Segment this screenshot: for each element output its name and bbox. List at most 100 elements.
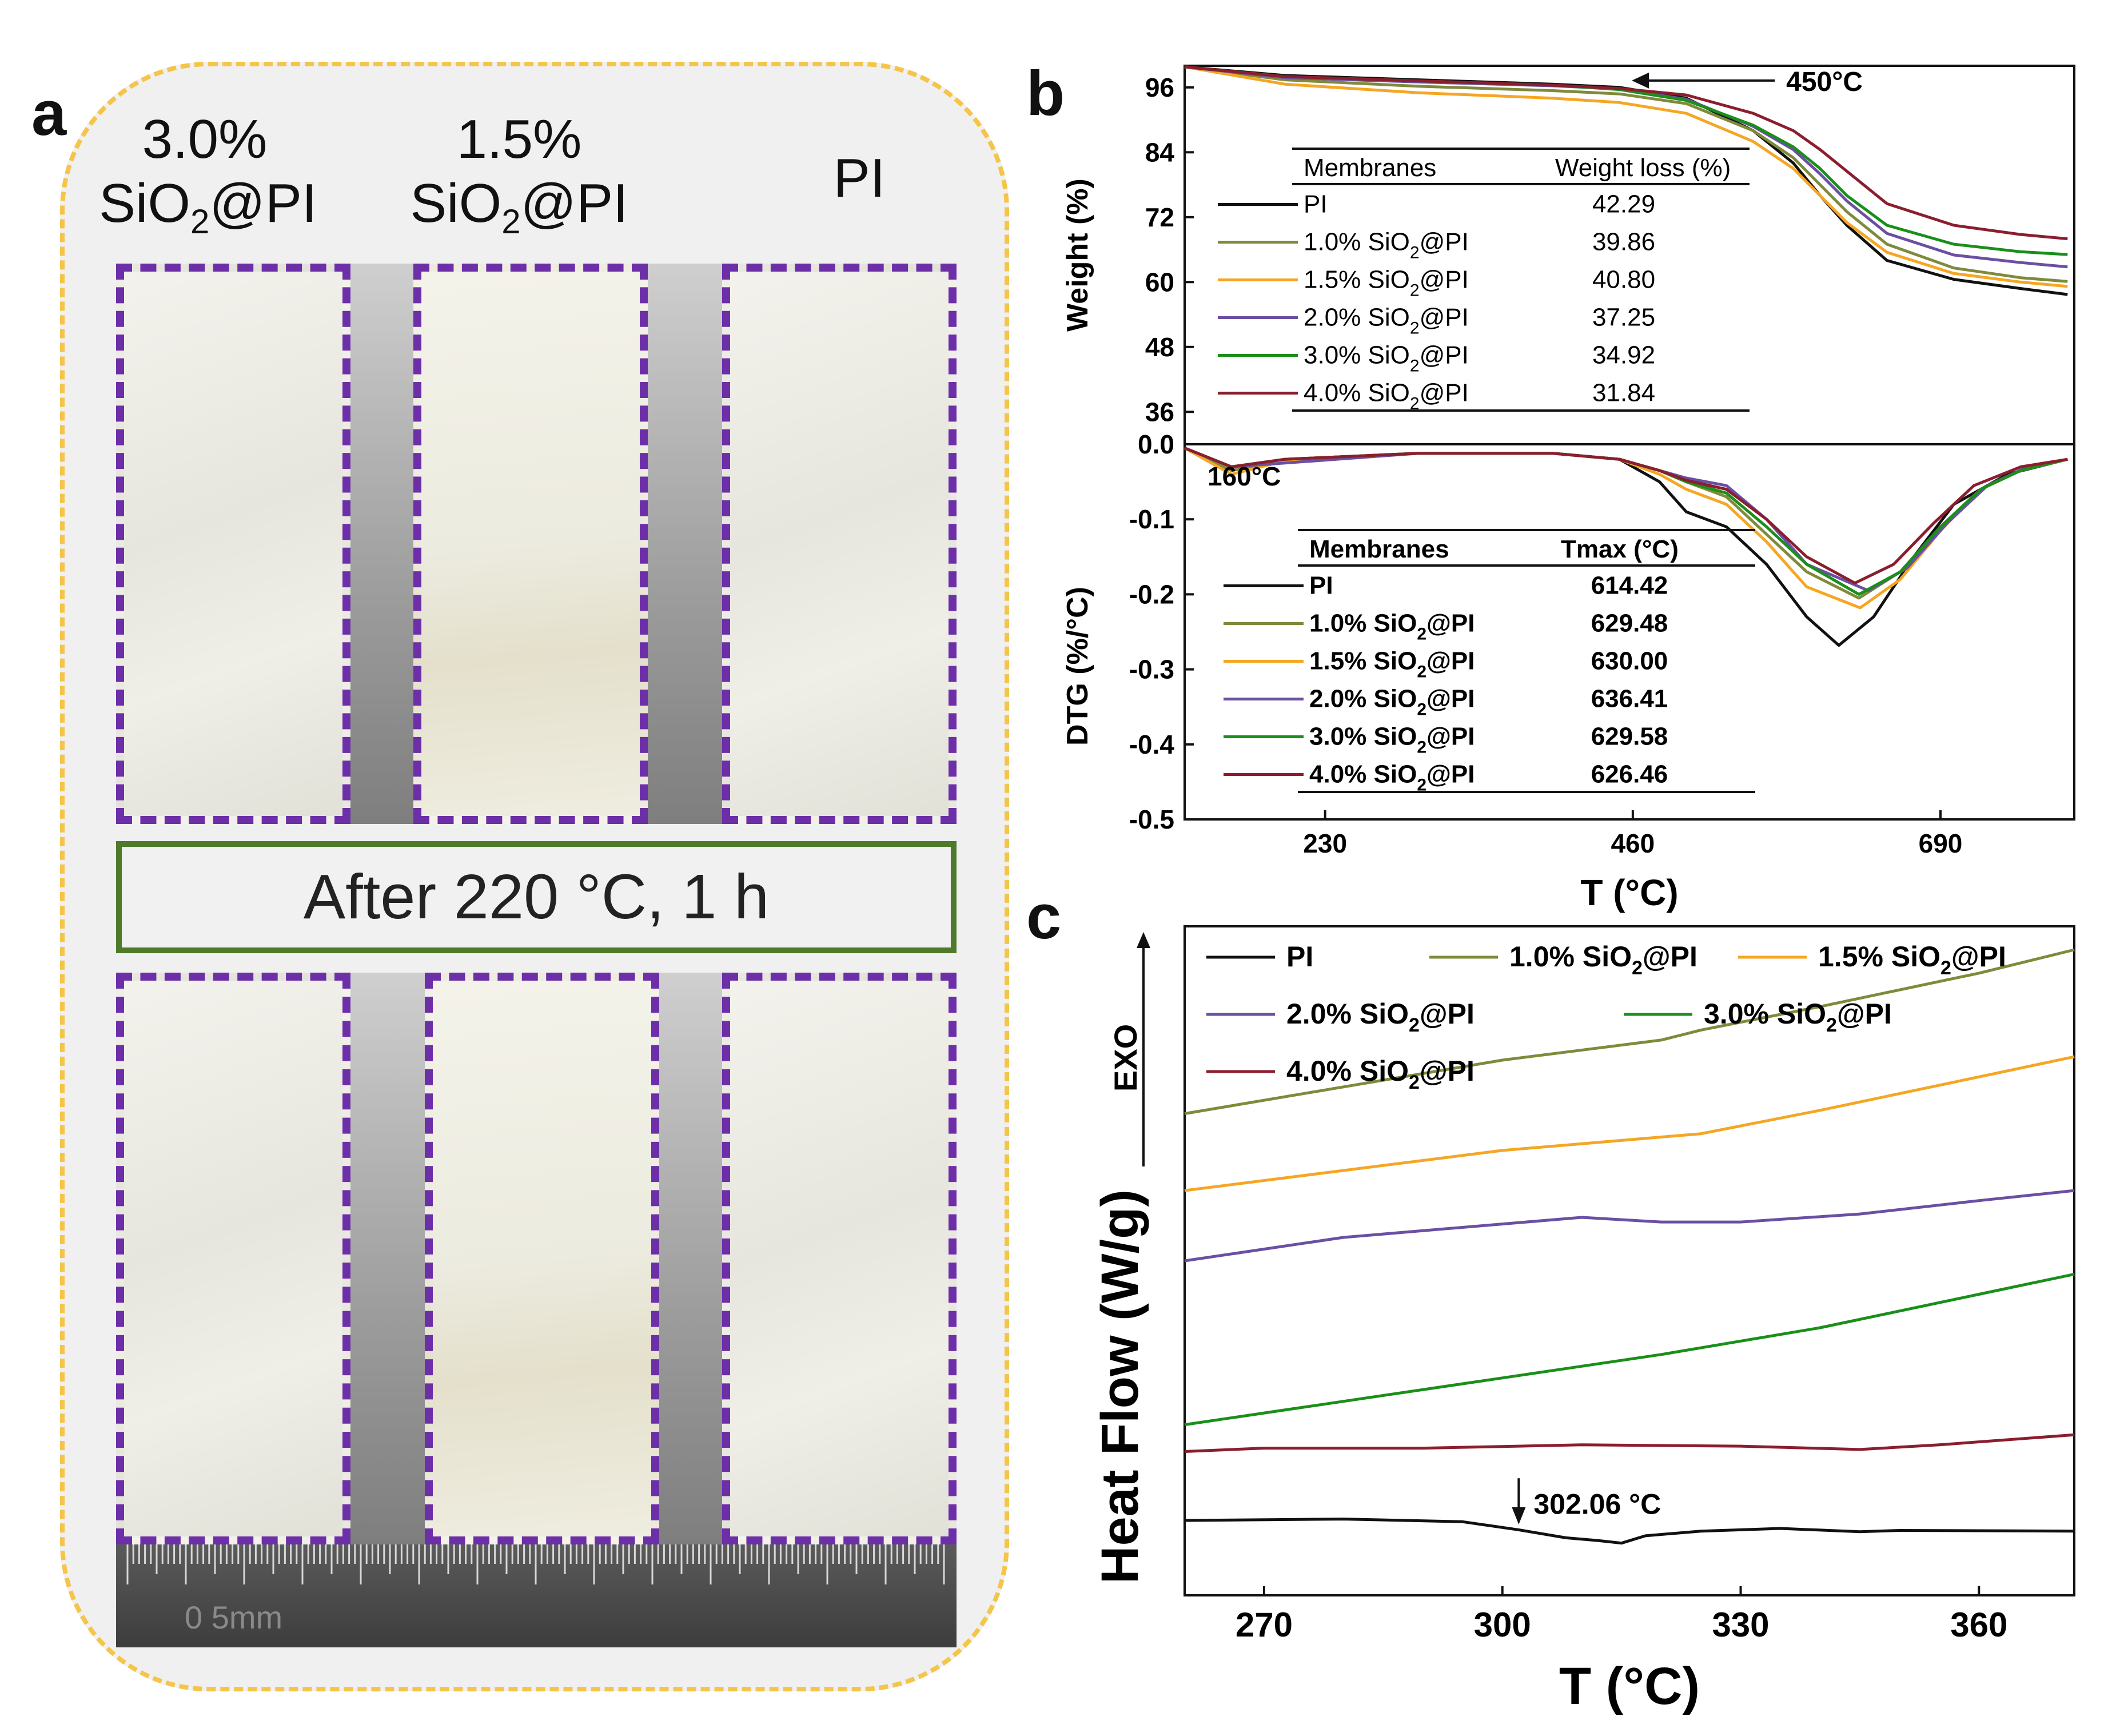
dtg-frame <box>1184 443 2075 821</box>
dsc-arrow-head <box>1512 1507 1526 1524</box>
dtg-xtick-label: 690 <box>1919 829 1963 858</box>
dtg-xlabel: T (°C) <box>1580 872 1678 913</box>
panel-label-b: b <box>1026 58 1065 129</box>
tga-table-value: 39.86 <box>1592 228 1655 256</box>
dsc-xtick-label: 330 <box>1712 1606 1769 1644</box>
tga-ytick-label: 84 <box>1145 137 1175 167</box>
dtg-table-value: 629.58 <box>1591 723 1668 751</box>
tga-table-name: 3.0% SiO2@PI <box>1304 341 1469 376</box>
dtg-table-name: 2.0% SiO2@PI <box>1309 685 1475 719</box>
tga-dtg-chart: 36 48 60 72 84 96 Weight (%) 450°C Membranes Weig… <box>1061 65 2075 913</box>
tga-table-name: 4.0% SiO2@PI <box>1304 379 1469 413</box>
tga-ytick-label: 36 <box>1145 397 1174 427</box>
dtg-table-name: PI <box>1309 572 1333 600</box>
exo-label-bg: EXO <box>1107 1024 1143 1092</box>
panel-label-a: a <box>31 78 67 149</box>
dtg-xtick-label: 230 <box>1303 829 1347 858</box>
photo-panel: 3.0% SiO2@PI 1.5% SiO2@PI PI After 220 °… <box>60 62 1009 1691</box>
membrane-3-0-before <box>116 264 350 824</box>
tga-table-name: PI <box>1304 190 1328 218</box>
dtg-ylabel: DTG (%/°C) <box>1061 587 1094 746</box>
dtg-xtick-label: 460 <box>1611 829 1655 858</box>
dsc-xtick-label: 270 <box>1236 1606 1293 1644</box>
panel-label-c: c <box>1026 882 1062 952</box>
tga-ylabel: Weight (%) <box>1061 178 1094 332</box>
dtg-table-name: 3.0% SiO2@PI <box>1309 723 1475 757</box>
dtg-annotation: 160°C <box>1208 461 1281 491</box>
tga-ytick-label: 72 <box>1145 202 1174 232</box>
dtg-ytick-label: -0.5 <box>1129 805 1174 834</box>
after-treatment-label: After 220 °C, 1 h <box>116 841 957 953</box>
dsc-series-line <box>1184 1433 2075 1453</box>
dsc-series-line <box>1184 1272 2075 1427</box>
sample-title-1-5: 1.5% SiO2@PI <box>410 109 628 241</box>
dsc-legend-label: 4.0% SiO2@PI <box>1286 1055 1475 1093</box>
dtg-table-name: 4.0% SiO2@PI <box>1309 761 1475 795</box>
tga-table-value: 42.29 <box>1592 190 1655 218</box>
exo-label: EXO <box>1107 1024 1143 1092</box>
dsc-legend-label: 1.0% SiO2@PI <box>1509 941 1697 979</box>
dtg-series-line <box>1184 447 2068 592</box>
dsc-series-line <box>1184 1518 2075 1545</box>
tga-series-line <box>1184 65 2068 288</box>
dtg-ytick-label: -0.3 <box>1129 655 1174 684</box>
dtg-ytick-label: -0.2 <box>1129 579 1174 609</box>
dtg-table-header: Membranes <box>1309 535 1449 563</box>
ruler-ticks <box>126 1544 945 1584</box>
dsc-legend-label: 3.0% SiO2@PI <box>1704 998 1892 1036</box>
tga-annotation: 450°C <box>1786 67 1863 97</box>
tga-ytick-label: 60 <box>1145 267 1174 297</box>
dtg-ytick-label: 0.0 <box>1138 429 1174 459</box>
dtg-table-value: 614.42 <box>1591 572 1668 600</box>
tga-plot: 36 48 60 72 84 96 Weight (%) 450°C Membranes Weig… <box>1061 65 2075 445</box>
dtg-table-value: 636.41 <box>1591 685 1668 713</box>
dtg-series-line <box>1184 447 2068 585</box>
dtg-ytick-label: -0.1 <box>1129 504 1174 534</box>
tga-series-line <box>1184 65 2068 283</box>
tga-table-name: 1.5% SiO2@PI <box>1304 266 1469 300</box>
dtg-table-name: 1.5% SiO2@PI <box>1309 647 1475 682</box>
tga-series-line <box>1184 65 2068 241</box>
dtg-ytick-label: -0.4 <box>1129 730 1175 759</box>
dsc-xtick-label: 300 <box>1474 1606 1531 1644</box>
dsc-ylabel: Heat Flow (W/g) <box>1091 1189 1149 1584</box>
membrane-pi-before <box>722 264 957 824</box>
ruler-scale-label: 0 5mm <box>185 1599 283 1635</box>
tga-table-header: Weight loss (%) <box>1555 154 1731 182</box>
exo-arrow-head <box>1137 932 1150 948</box>
sample-title-pi: PI <box>833 148 886 209</box>
tga-arrow-head <box>1632 72 1649 89</box>
membrane-3-0-after <box>116 973 350 1544</box>
dsc-series-line <box>1184 1189 2075 1263</box>
tga-table-value: 40.80 <box>1592 266 1655 294</box>
dsc-xlabel: T (°C) <box>1559 1657 1700 1715</box>
dtg-table-value: 629.48 <box>1591 610 1668 638</box>
tga-table-value: 37.25 <box>1592 304 1655 332</box>
tga-table-header: Membranes <box>1304 154 1436 182</box>
dtg-table-header: Tmax (°C) <box>1561 535 1679 563</box>
dtg-table-value: 626.46 <box>1591 761 1668 789</box>
dsc-series-line <box>1184 948 2075 1116</box>
tga-table-name: 2.0% SiO2@PI <box>1304 304 1469 338</box>
dsc-legend-label: PI <box>1286 941 1313 973</box>
tga-table-name: 1.0% SiO2@PI <box>1304 228 1469 262</box>
sample-title-3-0: 3.0% SiO2@PI <box>99 109 317 241</box>
dsc-xtick-label: 360 <box>1950 1606 2007 1644</box>
tga-ytick-label: 48 <box>1145 332 1174 362</box>
dsc-series-line <box>1184 1055 2075 1192</box>
tga-table-value: 31.84 <box>1592 379 1655 407</box>
ruler: 0 5mm <box>116 1544 957 1647</box>
tga-ytick-label: 96 <box>1145 73 1174 102</box>
dtg-plot: 0.0 -0.1 -0.2 -0.3 -0.4 -0.5 230 460 690 DTG (%/°… <box>1061 429 2075 913</box>
dtg-table-name: 1.0% SiO2@PI <box>1309 610 1475 644</box>
dsc-annotation: 302.06 °C <box>1533 1488 1661 1520</box>
dsc-legend-label: 1.5% SiO2@PI <box>1818 941 2006 979</box>
membrane-pi-after <box>722 973 957 1544</box>
membrane-1-5-before <box>413 264 648 824</box>
membrane-1-5-after <box>425 973 659 1544</box>
dsc-legend-label: 2.0% SiO2@PI <box>1286 998 1475 1036</box>
dtg-table-value: 630.00 <box>1591 647 1668 675</box>
tga-table-value: 34.92 <box>1592 341 1655 369</box>
